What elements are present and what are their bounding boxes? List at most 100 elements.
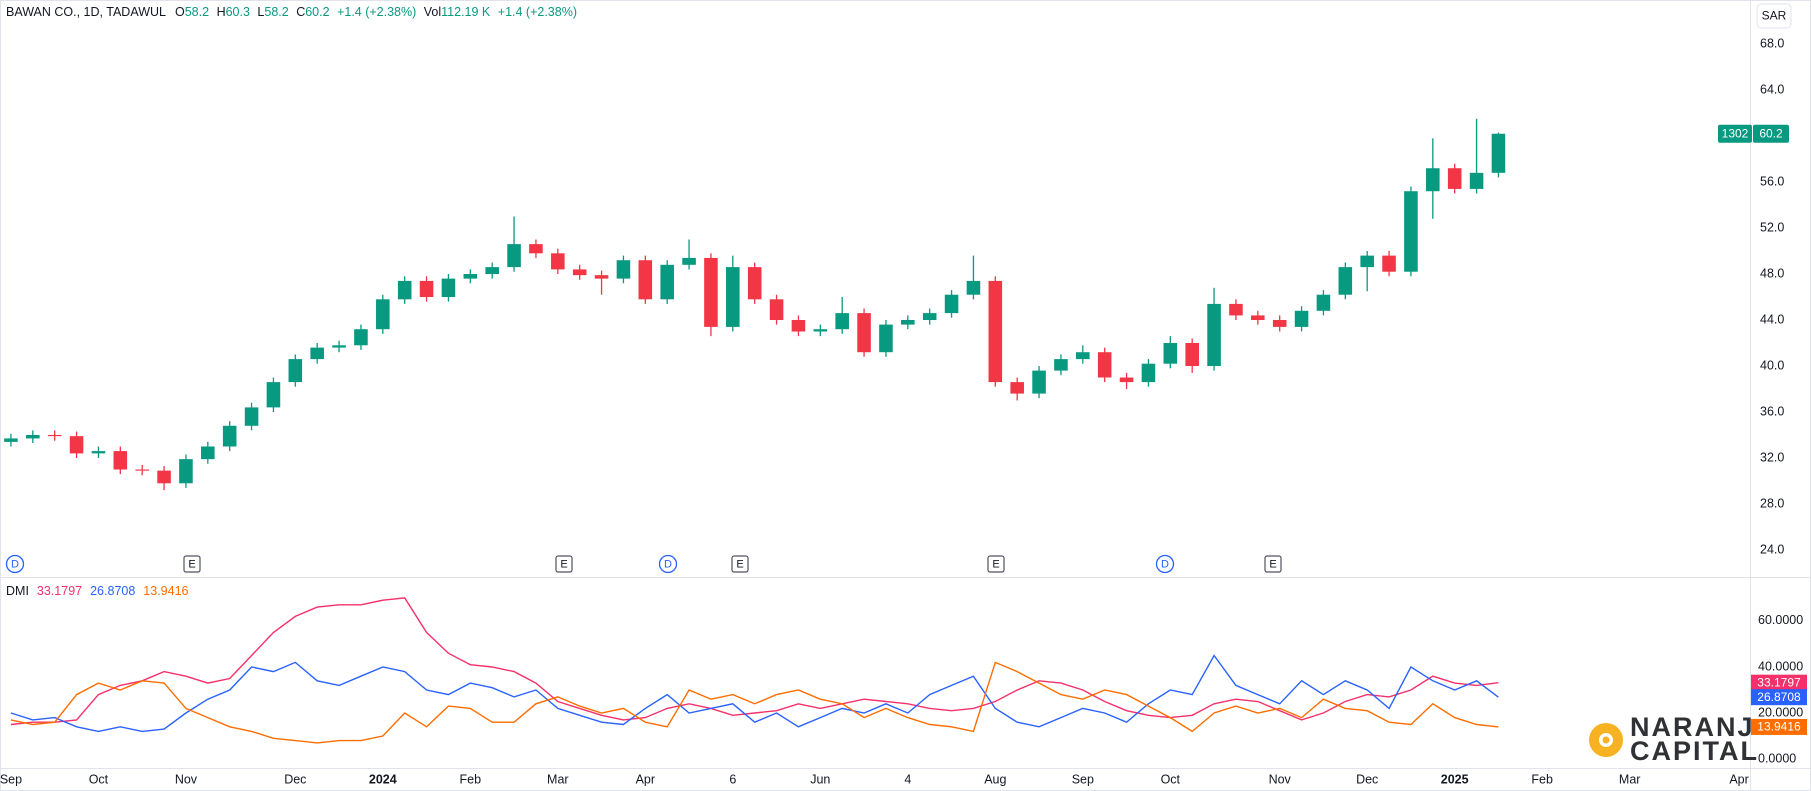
- candle-body: [1141, 363, 1156, 383]
- event-label[interactable]: E: [188, 558, 195, 570]
- candle-body: [288, 359, 303, 383]
- candle-body: [966, 280, 981, 295]
- candle-body: [1316, 294, 1331, 311]
- event-label[interactable]: D: [664, 558, 672, 570]
- candle-body: [769, 299, 784, 321]
- candle-body: [463, 274, 478, 279]
- dmi-line: [10, 661, 1499, 744]
- change: +1.4 (+2.38%): [337, 5, 416, 19]
- event-label[interactable]: E: [1269, 558, 1276, 570]
- event-label[interactable]: E: [560, 558, 567, 570]
- candle-body: [1338, 267, 1353, 295]
- candle-body: [1251, 315, 1265, 321]
- price-tag: [1753, 124, 1789, 143]
- earnings-marker[interactable]: [183, 555, 201, 573]
- x-tick-label: Mar: [1619, 772, 1641, 786]
- x-tick-label: Feb: [460, 772, 482, 786]
- symbol: BAWAN CO., 1D, TADAWUL: [6, 5, 166, 19]
- candle-body: [638, 260, 653, 300]
- candle-body: [157, 470, 171, 484]
- candle-body: [529, 244, 543, 254]
- earnings-marker[interactable]: [1264, 555, 1282, 573]
- currency-button[interactable]: [1756, 3, 1792, 29]
- candle-body: [1054, 359, 1068, 371]
- candle-body: [616, 260, 631, 279]
- dividend-marker[interactable]: [5, 554, 25, 574]
- x-tick-label: Sep: [1072, 772, 1094, 786]
- candle-body: [1185, 343, 1199, 367]
- candle-body: [835, 313, 849, 330]
- y-tick-label: 36.0: [1760, 404, 1784, 418]
- y-tick-label: 24.0: [1760, 542, 1784, 556]
- candle-body: [1229, 303, 1243, 316]
- symbol-code: 1302: [1722, 126, 1749, 140]
- candle-body: [1163, 343, 1178, 364]
- event-label[interactable]: D: [11, 558, 19, 570]
- candle-body: [726, 267, 740, 327]
- candle-body: [310, 347, 324, 360]
- x-tick-label: Jun: [810, 772, 830, 786]
- y-tick-label: 52.0: [1760, 220, 1784, 234]
- candle-body: [879, 324, 893, 353]
- x-tick-label: 6: [729, 772, 736, 786]
- y-tick-label: 56.0: [1760, 174, 1784, 188]
- value-tag: [1751, 718, 1807, 735]
- candle-body: [266, 382, 281, 408]
- event-label[interactable]: E: [736, 558, 743, 570]
- earnings-marker[interactable]: [731, 555, 749, 573]
- dividend-marker[interactable]: [658, 554, 678, 574]
- candle-body: [26, 434, 40, 439]
- x-tick-label: Feb: [1531, 772, 1553, 786]
- candle-body: [1491, 133, 1506, 173]
- indicator-value: 13.9416: [143, 584, 188, 598]
- earnings-marker[interactable]: [987, 555, 1005, 573]
- candle-body: [419, 280, 434, 298]
- candle-body: [551, 253, 565, 270]
- high-value: 60.3: [226, 5, 250, 19]
- event-label[interactable]: D: [1161, 558, 1169, 570]
- open-label: O: [175, 5, 185, 19]
- volume-value: 112.19 K: [441, 5, 491, 19]
- candle-body: [69, 436, 84, 454]
- value-tag-label: 26.8708: [1757, 690, 1801, 704]
- candle-body: [1272, 320, 1287, 327]
- x-tick-label: 4: [904, 772, 911, 786]
- y-tick-label: 68.0: [1760, 36, 1784, 50]
- x-tick-label: Apr: [636, 772, 655, 786]
- candle-body: [747, 267, 762, 300]
- candle-body: [332, 345, 346, 348]
- candle-body: [1032, 370, 1046, 394]
- candle-body: [222, 425, 237, 447]
- event-label[interactable]: E: [992, 558, 999, 570]
- candle-body: [1119, 377, 1134, 383]
- x-tick-label: 2025: [1441, 772, 1469, 786]
- candle-body: [4, 438, 18, 442]
- currency[interactable]: SAR: [1762, 9, 1787, 23]
- indicator-legend: DMI 33.1797 26.8708 13.9416: [6, 584, 189, 598]
- y-tick-label: 40.0000: [1758, 659, 1803, 673]
- candle-body: [682, 257, 696, 265]
- candle-body: [901, 320, 915, 325]
- dividend-marker[interactable]: [1155, 554, 1175, 574]
- indicator-value: 26.8708: [90, 584, 135, 598]
- low-value: 58.2: [264, 5, 288, 19]
- indicator-value: 33.1797: [37, 584, 82, 598]
- candle-body: [201, 446, 215, 460]
- y-tick-label: 64.0: [1760, 82, 1784, 96]
- value-tag: [1751, 674, 1807, 691]
- earnings-marker[interactable]: [555, 555, 573, 573]
- candle-body: [354, 329, 368, 346]
- candle-body: [572, 269, 587, 276]
- volume-change: +1.4 (+2.38%): [498, 5, 577, 19]
- candle-body: [704, 257, 718, 327]
- candle-body: [1207, 303, 1221, 367]
- candle-body: [507, 244, 521, 268]
- candle-body: [944, 294, 959, 314]
- watermark-line: NARANJ: [1630, 712, 1755, 742]
- x-tick-label: Dec: [284, 772, 306, 786]
- y-tick-label: 28.0: [1760, 496, 1784, 510]
- candle-body: [791, 320, 806, 332]
- candle-body: [1426, 168, 1440, 192]
- watermark: NARANJ CAPITAL: [1589, 712, 1757, 766]
